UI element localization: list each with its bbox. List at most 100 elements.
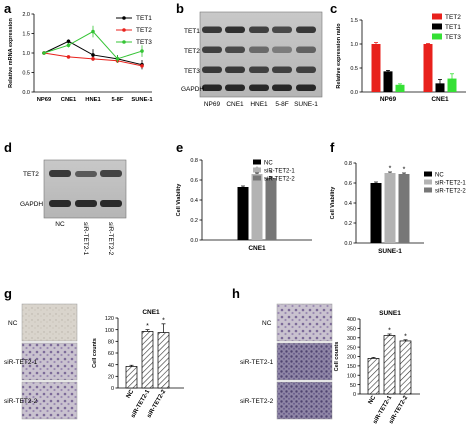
bar: [125, 366, 138, 389]
blot-band: [296, 26, 316, 33]
y-tick-label: 0.8: [344, 161, 352, 167]
data-point: [140, 49, 144, 53]
data-point: [66, 43, 71, 47]
panel-label-d: d: [4, 140, 12, 155]
y-tick-label: 0.8: [190, 158, 198, 164]
y-tick-label: 0.2: [344, 221, 352, 227]
y-tick-label: 300: [347, 336, 356, 342]
y-tick-label: 150: [347, 364, 356, 370]
legend-swatch: [253, 159, 261, 165]
micrograph-label: siR-TET2-2: [4, 398, 38, 405]
y-tick-label: 100: [105, 328, 114, 334]
legend-swatch: [424, 179, 432, 185]
legend-label: TET1: [445, 24, 461, 31]
blot-b-row-label: TET1: [184, 28, 200, 35]
data-point: [66, 39, 71, 44]
y-axis-label: Cell counts: [334, 342, 340, 372]
blot-band: [202, 46, 222, 53]
significance-marker: *: [403, 167, 406, 174]
blot-band: [249, 84, 269, 91]
blot-band: [202, 84, 222, 91]
micrograph-label: NC: [8, 320, 18, 327]
blot-band: [202, 26, 222, 33]
significance-marker: *: [146, 323, 149, 330]
blot-b-col-label: NP69: [204, 101, 221, 108]
x-tick-label: NC: [126, 388, 136, 399]
legend-swatch: [424, 187, 432, 193]
legend-swatch: [432, 33, 442, 40]
x-tick-label: NP69: [37, 97, 52, 103]
blot-b-col-label: 5-8F: [275, 101, 288, 108]
x-tick-label: NC: [368, 394, 378, 405]
x-axis-label: SUNE-1: [378, 248, 402, 255]
bar: [371, 44, 381, 92]
legend-swatch: [424, 171, 432, 177]
y-tick-label: 40: [108, 363, 114, 369]
legend-label: siR-TET2-2: [264, 177, 295, 183]
significance-marker: *: [162, 317, 165, 324]
legend-label: siR-TET2-1: [264, 169, 295, 175]
panel-label-f: f: [330, 140, 335, 155]
y-tick-label: 120: [105, 316, 114, 322]
legend-label: TET2: [136, 27, 152, 34]
y-tick-label: 0.0: [344, 241, 352, 247]
bar: [423, 44, 433, 92]
bar: [398, 174, 410, 243]
panel-label-a: a: [4, 1, 12, 16]
blot-band: [272, 84, 292, 91]
legend-label: TET3: [445, 34, 461, 41]
chart-f-viability-sune1: 0.0 0.2 0.4 0.6 0.8 Cell Viability * * SUNE-1 NC s…: [330, 161, 466, 255]
bar: [383, 335, 396, 395]
western-blot-b: TET1 TET2 TET3 GAPDH NP69 CNE1 HNE1 5-8F…: [181, 11, 323, 108]
y-tick-label: 80: [108, 340, 114, 346]
micrograph-label: siR-TET2-1: [4, 359, 38, 366]
y-tick-label: 0.0: [22, 90, 30, 96]
blot-b-col-label: SUNE-1: [294, 101, 318, 108]
y-tick-label: 0.5: [350, 66, 358, 72]
y-tick-label: 250: [347, 345, 356, 351]
blot-b-row-label: TET3: [184, 68, 200, 75]
chart-title: SUNE1: [379, 310, 401, 317]
micrographs-g: NC siR-TET2-1 siR-TET2-2: [4, 303, 78, 420]
micrograph-label: NC: [262, 320, 272, 327]
legend-label: TET3: [136, 39, 152, 46]
blot-d-row-label: GAPDH: [20, 201, 43, 208]
y-tick-label: 1.0: [350, 42, 358, 48]
legend-label: TET1: [136, 15, 152, 22]
y-tick-label: 2.0: [22, 12, 30, 18]
y-tick-label: 1.5: [350, 18, 358, 24]
panel-label-g: g: [4, 286, 12, 301]
legend-label: siR-TET2-2: [435, 189, 466, 195]
data-point: [91, 57, 95, 61]
legend-swatch: [253, 175, 261, 181]
chart-title: CNE1: [142, 309, 160, 316]
bar: [395, 84, 405, 92]
legend-label: NC: [435, 173, 444, 179]
bar: [383, 71, 393, 92]
y-axis-label: Cell Viability: [330, 186, 336, 220]
chart-a-mrna-line: 0.0 0.5 1.0 1.5 2.0 Relative mRNA expression N…: [8, 12, 153, 103]
legend-swatch: [253, 167, 261, 173]
panel-label-b: b: [176, 1, 184, 16]
y-tick-label: 350: [347, 327, 356, 333]
y-axis-label: Cell Viability: [176, 183, 182, 217]
significance-marker: *: [270, 171, 273, 178]
data-point: [115, 57, 120, 61]
panel-label-h: h: [232, 286, 240, 301]
legend-marker: [122, 16, 126, 20]
significance-marker: *: [389, 166, 392, 173]
chart-c-expression-bars: 0.0 0.5 1.0 1.5 Relative expression ratio NP6…: [336, 13, 466, 103]
bar: [384, 173, 396, 243]
significance-marker: *: [404, 333, 407, 340]
x-tick-label: 5-8F: [112, 97, 124, 103]
y-tick-label: 0: [353, 392, 356, 398]
legend-marker: [122, 28, 126, 32]
data-point: [42, 51, 46, 55]
legend-marker: [122, 40, 126, 44]
blot-d-col-label: siR-TET2-1: [82, 222, 89, 256]
y-tick-label: 50: [350, 383, 356, 389]
bar: [157, 332, 170, 389]
